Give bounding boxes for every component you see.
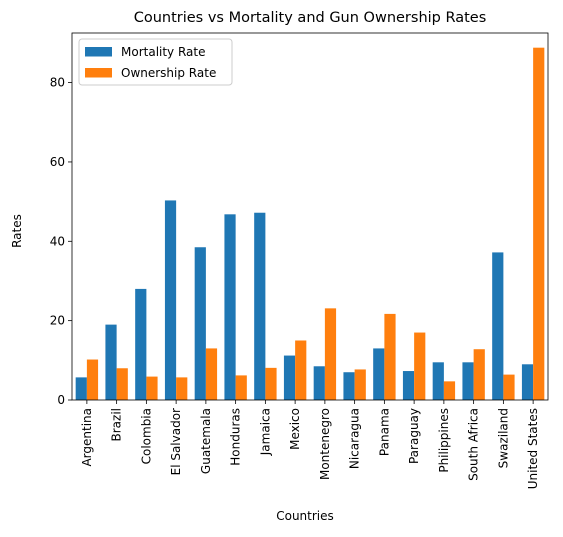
ownership-rate-bar-montenegro [324, 308, 337, 400]
mortality-rate-bar-jamaica [254, 212, 266, 400]
mortality-rate-bar-argentina [75, 377, 87, 400]
y-tick-label: 40 [50, 234, 65, 248]
y-axis-label: Rates [10, 214, 24, 248]
y-tick-label: 20 [50, 314, 65, 328]
legend-label: Ownership Rate [121, 66, 216, 80]
mortality-rate-bar-montenegro [313, 366, 325, 400]
mortality-rate-bar-south-africa [462, 362, 474, 400]
x-tick-label: Guatemala [199, 408, 213, 474]
ownership-rate-bar-nicaragua [354, 369, 366, 400]
ownership-rate-bar-swaziland [503, 374, 515, 400]
mortality-rate-bar-united-states [521, 364, 534, 400]
x-tick-label: Panama [377, 408, 391, 456]
mortality-rate-bar-colombia [135, 288, 147, 400]
mortality-rate-bar-philippines [432, 362, 444, 400]
ownership-rate-bar-south-africa [473, 349, 485, 400]
bars-layer [75, 47, 545, 401]
ownership-rate-bar-paraguay [414, 332, 426, 400]
x-tick-label: Argentina [80, 408, 94, 467]
y-tick-label: 0 [57, 393, 65, 407]
mortality-rate-bar-paraguay [402, 371, 415, 400]
x-tick-label: El Salvador [169, 408, 183, 475]
x-tick-label: Jamaica [258, 408, 272, 456]
ownership-rate-bar-united-states [533, 47, 545, 401]
x-tick-label: United States [526, 408, 540, 489]
ownership-rate-bar-brazil [116, 368, 128, 400]
x-tick-label: Paraguay [407, 408, 421, 464]
ownership-rate-bar-philippines [443, 381, 456, 400]
x-tick-label: Honduras [229, 408, 243, 466]
x-tick-label: Mexico [288, 408, 302, 450]
x-tick-label: Swaziland [496, 408, 510, 468]
legend-swatch [85, 47, 112, 57]
plot-frame [71, 32, 549, 401]
x-tick-label: Philippines [437, 408, 451, 473]
mortality-rate-bar-brazil [105, 324, 117, 400]
legend-label: Mortality Rate [121, 45, 206, 59]
x-tick-label: Colombia [139, 408, 153, 464]
y-tick-label: 60 [50, 155, 65, 169]
x-tick-label: South Africa [467, 408, 481, 481]
ownership-rate-bar-argentina [86, 359, 99, 400]
legend-box [78, 38, 233, 86]
chart-title: Countries vs Mortality and Gun Ownership… [134, 10, 487, 26]
y-tick-label: 80 [50, 76, 65, 90]
x-axis-label: Countries [276, 509, 334, 523]
x-tick-label: Brazil [110, 408, 124, 442]
mortality-rate-bar-nicaragua [343, 372, 355, 400]
legend-swatch [85, 68, 112, 78]
mortality-rate-bar-guatemala [194, 247, 206, 400]
mortality-rate-bar-el-salvador [164, 200, 177, 400]
mortality-rate-bar-mexico [283, 355, 296, 400]
ownership-rate-bar-colombia [146, 376, 158, 400]
ownership-rate-bar-guatemala [205, 348, 218, 400]
ownership-rate-bar-jamaica [265, 367, 277, 400]
x-tick-label: Nicaragua [348, 408, 362, 469]
legend: Mortality Rate Ownership Rate [78, 38, 233, 86]
ownership-rate-bar-mexico [295, 340, 307, 400]
mortality-rate-bar-panama [373, 348, 385, 400]
ownership-rate-bar-panama [384, 313, 396, 400]
x-tick-label: Montenegro [318, 408, 332, 480]
mortality-rate-bar-swaziland [492, 252, 504, 400]
axes-layer: Argentina Brazil Colombia El Salvador Guatem… [50, 32, 549, 489]
ownership-rate-bar-el-salvador [176, 377, 188, 400]
ownership-rate-bar-honduras [235, 375, 247, 400]
mortality-rate-bar-honduras [224, 214, 236, 400]
